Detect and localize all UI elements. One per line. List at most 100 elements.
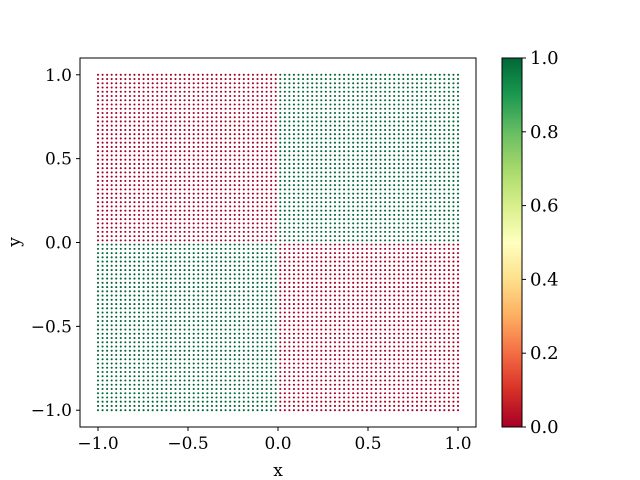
scatter-point (174, 243, 177, 246)
scatter-point (347, 396, 350, 399)
scatter-point (233, 192, 236, 195)
scatter-point (192, 256, 195, 259)
scatter-point (274, 239, 277, 242)
scatter-point (197, 273, 200, 276)
scatter-point (370, 226, 373, 229)
scatter-point (315, 264, 318, 267)
scatter-point (274, 379, 277, 382)
scatter-point (297, 209, 300, 212)
scatter-point (238, 107, 241, 110)
scatter-point (247, 73, 250, 76)
scatter-point (124, 286, 127, 289)
scatter-point (302, 370, 305, 374)
scatter-point (333, 243, 337, 246)
scatter-point (247, 396, 250, 399)
scatter-point (133, 320, 136, 323)
scatter-point (224, 349, 227, 352)
scatter-point (219, 332, 223, 335)
scatter-point (270, 86, 273, 89)
scatter-point (352, 77, 355, 81)
scatter-point (361, 387, 364, 391)
scatter-point (361, 345, 364, 348)
scatter-point (361, 269, 364, 272)
scatter-point (101, 281, 104, 284)
scatter-point (329, 332, 332, 335)
scatter-point (101, 226, 104, 229)
scatter-point (374, 332, 378, 335)
scatter-point (96, 387, 100, 391)
scatter-point (96, 269, 100, 272)
scatter-point (178, 269, 182, 272)
scatter-point (233, 375, 236, 378)
scatter-point (374, 230, 378, 233)
scatter-point (233, 307, 236, 310)
scatter-point (119, 86, 122, 89)
scatter-point (361, 188, 364, 191)
scatter-point (315, 158, 318, 161)
scatter-point (324, 107, 327, 110)
scatter-point (165, 209, 168, 212)
scatter-point (356, 353, 359, 357)
scatter-point (160, 150, 163, 153)
scatter-point (311, 171, 314, 174)
scatter-point (106, 260, 109, 263)
scatter-point (279, 294, 282, 297)
scatter-point (124, 128, 127, 132)
scatter-point (288, 290, 291, 293)
scatter-point (338, 179, 341, 182)
scatter-point (261, 222, 264, 225)
scatter-point (338, 188, 341, 191)
scatter-point (165, 196, 168, 199)
scatter-point (352, 243, 355, 246)
scatter-point (169, 235, 172, 238)
scatter-point (188, 379, 191, 382)
scatter-point (201, 370, 204, 374)
scatter-point (356, 281, 359, 284)
scatter-point (137, 400, 141, 403)
scatter-point (233, 133, 236, 136)
scatter-point (306, 235, 309, 238)
scatter-point (137, 409, 141, 412)
scatter-point (320, 256, 323, 259)
scatter-point (343, 86, 346, 89)
scatter-point (210, 171, 213, 174)
scatter-point (96, 400, 100, 403)
scatter-point (261, 396, 264, 399)
scatter-point (247, 179, 250, 182)
scatter-point (379, 353, 382, 357)
scatter-point (142, 252, 145, 255)
scatter-point (169, 192, 172, 195)
scatter-point (124, 370, 127, 374)
scatter-point (315, 192, 318, 195)
scatter-point (370, 303, 373, 306)
scatter-point (106, 307, 109, 310)
scatter-point (333, 239, 337, 242)
scatter-point (115, 222, 118, 225)
scatter-point (347, 150, 350, 153)
scatter-point (365, 94, 368, 98)
scatter-point (238, 196, 241, 199)
scatter-point (315, 311, 318, 314)
scatter-point (165, 404, 168, 408)
scatter-point (156, 116, 159, 119)
scatter-point (324, 201, 327, 204)
scatter-point (352, 247, 355, 250)
scatter-point (215, 315, 218, 318)
scatter-point (256, 90, 259, 93)
scatter-point (124, 124, 127, 127)
scatter-point (233, 298, 236, 301)
scatter-point (229, 332, 232, 335)
scatter-point (352, 171, 355, 174)
scatter-point (119, 269, 122, 272)
scatter-point (206, 409, 209, 412)
scatter-point (333, 209, 337, 212)
scatter-point (324, 205, 327, 208)
scatter-point (261, 256, 264, 259)
scatter-point (297, 128, 300, 132)
scatter-point (288, 218, 291, 221)
scatter-point (283, 345, 286, 348)
scatter-point (338, 205, 341, 208)
scatter-point (315, 209, 318, 212)
scatter-point (156, 145, 159, 149)
scatter-point (110, 383, 113, 386)
